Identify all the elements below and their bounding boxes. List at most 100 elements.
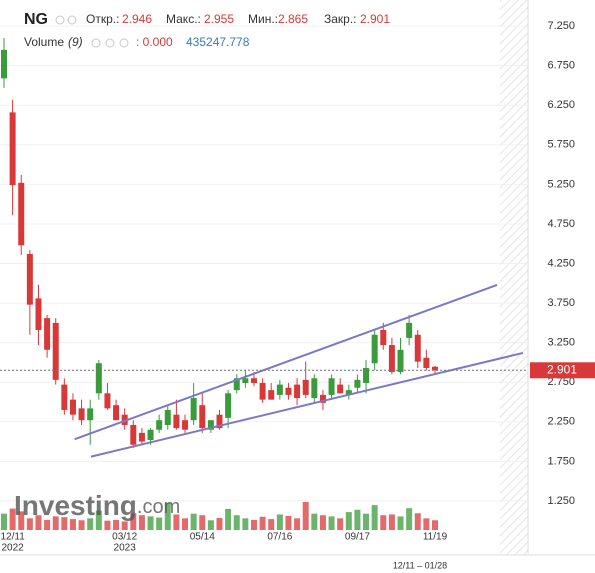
- candle-body: [1, 49, 7, 79]
- volume-bar: [345, 512, 352, 530]
- volume-bar: [397, 516, 404, 530]
- volume-bar: [61, 517, 68, 530]
- volume-bar: [95, 510, 102, 530]
- volume-bar: [432, 520, 438, 530]
- volume-bar: [388, 514, 395, 530]
- volume-bar: [113, 519, 120, 530]
- volume-bar: [78, 520, 85, 530]
- volume-bar: [294, 518, 301, 530]
- y-tick-label: 1.250: [547, 495, 575, 507]
- x-tick-label: 07/16: [267, 532, 292, 543]
- volume-bar: [216, 517, 223, 530]
- candle-body: [345, 390, 352, 395]
- candle-body: [182, 420, 189, 430]
- x-tick-label: 05/14: [190, 532, 215, 543]
- candle-body: [87, 408, 94, 421]
- watermark-suffix: .com: [137, 496, 180, 518]
- volume-bar: [190, 513, 197, 530]
- candle-body: [138, 432, 145, 442]
- candle-body: [388, 345, 395, 372]
- y-tick-label: 6.750: [547, 60, 575, 72]
- y-tick-label: 3.250: [547, 337, 575, 349]
- price-box: [530, 362, 595, 379]
- open-value: 2.946: [122, 12, 152, 26]
- candle-body: [147, 429, 154, 440]
- candle-body: [26, 254, 33, 305]
- candle-body: [423, 357, 430, 368]
- volume-bar: [337, 518, 344, 530]
- volume-bar: [26, 518, 33, 530]
- trendline: [74, 283, 498, 441]
- volume-period: (9): [68, 35, 83, 49]
- x-tick-label: 12/11: [0, 532, 25, 543]
- y-tick-label: 2.250: [547, 416, 575, 428]
- volume-bar: [52, 516, 59, 530]
- volume-bar: [354, 509, 361, 530]
- header-icons: [55, 15, 129, 48]
- volume-bar: [319, 515, 326, 530]
- volume-bar: [250, 519, 257, 530]
- y-tick-label: 4.750: [547, 218, 575, 230]
- x-year-label: 2023: [114, 543, 137, 554]
- volume-bar: [414, 513, 421, 530]
- volume-bar: [259, 516, 266, 530]
- close-label: Закр.:: [324, 12, 357, 26]
- volume-bar: [44, 519, 51, 530]
- symbol: NG: [24, 11, 48, 28]
- candle-body: [354, 379, 361, 388]
- volume-bar: [199, 515, 206, 530]
- candle-body: [250, 378, 257, 384]
- volume-bar: [147, 516, 154, 530]
- volume-bar: [268, 519, 275, 530]
- x-tick-label: 11/19: [423, 532, 448, 543]
- y-tick-label: 2.750: [547, 376, 575, 388]
- volume-bar: [18, 511, 25, 530]
- candle-body: [95, 363, 102, 394]
- volume-bar: [371, 505, 378, 530]
- volume-bar: [138, 515, 145, 530]
- x-year-label: 2022: [1, 543, 24, 554]
- volume-bar: [242, 518, 249, 530]
- volume-bar: [156, 517, 163, 530]
- candle-body: [18, 182, 25, 246]
- candle-body: [380, 330, 387, 346]
- candle-body: [302, 379, 309, 395]
- volume-bar: [423, 518, 430, 530]
- volume-bar: [182, 518, 189, 530]
- candle-body: [44, 318, 51, 350]
- volume-bar: [233, 515, 240, 530]
- candle-body: [173, 414, 180, 429]
- candle-body: [130, 424, 137, 445]
- candle-body: [371, 334, 378, 364]
- high-value: 2.955: [204, 12, 234, 26]
- volume-title: Volume: [24, 35, 64, 49]
- candle-body: [432, 366, 438, 371]
- volume-bar: [130, 513, 137, 530]
- candle-body: [69, 399, 76, 415]
- volume-bar: [164, 502, 171, 530]
- volume-bar: [1, 513, 7, 530]
- candle-body: [259, 383, 266, 400]
- open-label: Откр.:: [86, 12, 119, 26]
- candle-body: [113, 405, 120, 421]
- volume-bar: [328, 516, 335, 530]
- candle-body: [35, 298, 42, 330]
- low-label: Мин.:: [248, 12, 278, 26]
- watermark-brand: Investing: [14, 490, 137, 521]
- candle-body: [156, 420, 163, 430]
- candle-body: [268, 390, 275, 400]
- volume-bar: [35, 515, 42, 530]
- close-value: 2.901: [360, 12, 390, 26]
- future-area: [500, 0, 528, 555]
- candle-body: [414, 334, 421, 362]
- candle-body: [319, 394, 326, 403]
- candle-body: [9, 112, 16, 186]
- volume-ma: 435247.778: [186, 35, 250, 49]
- volume-bar: [207, 520, 214, 530]
- candle-body: [406, 322, 413, 338]
- candle-body: [104, 393, 111, 409]
- volume-bar: [9, 508, 16, 530]
- candle-body: [233, 378, 240, 391]
- candle-body: [190, 398, 197, 421]
